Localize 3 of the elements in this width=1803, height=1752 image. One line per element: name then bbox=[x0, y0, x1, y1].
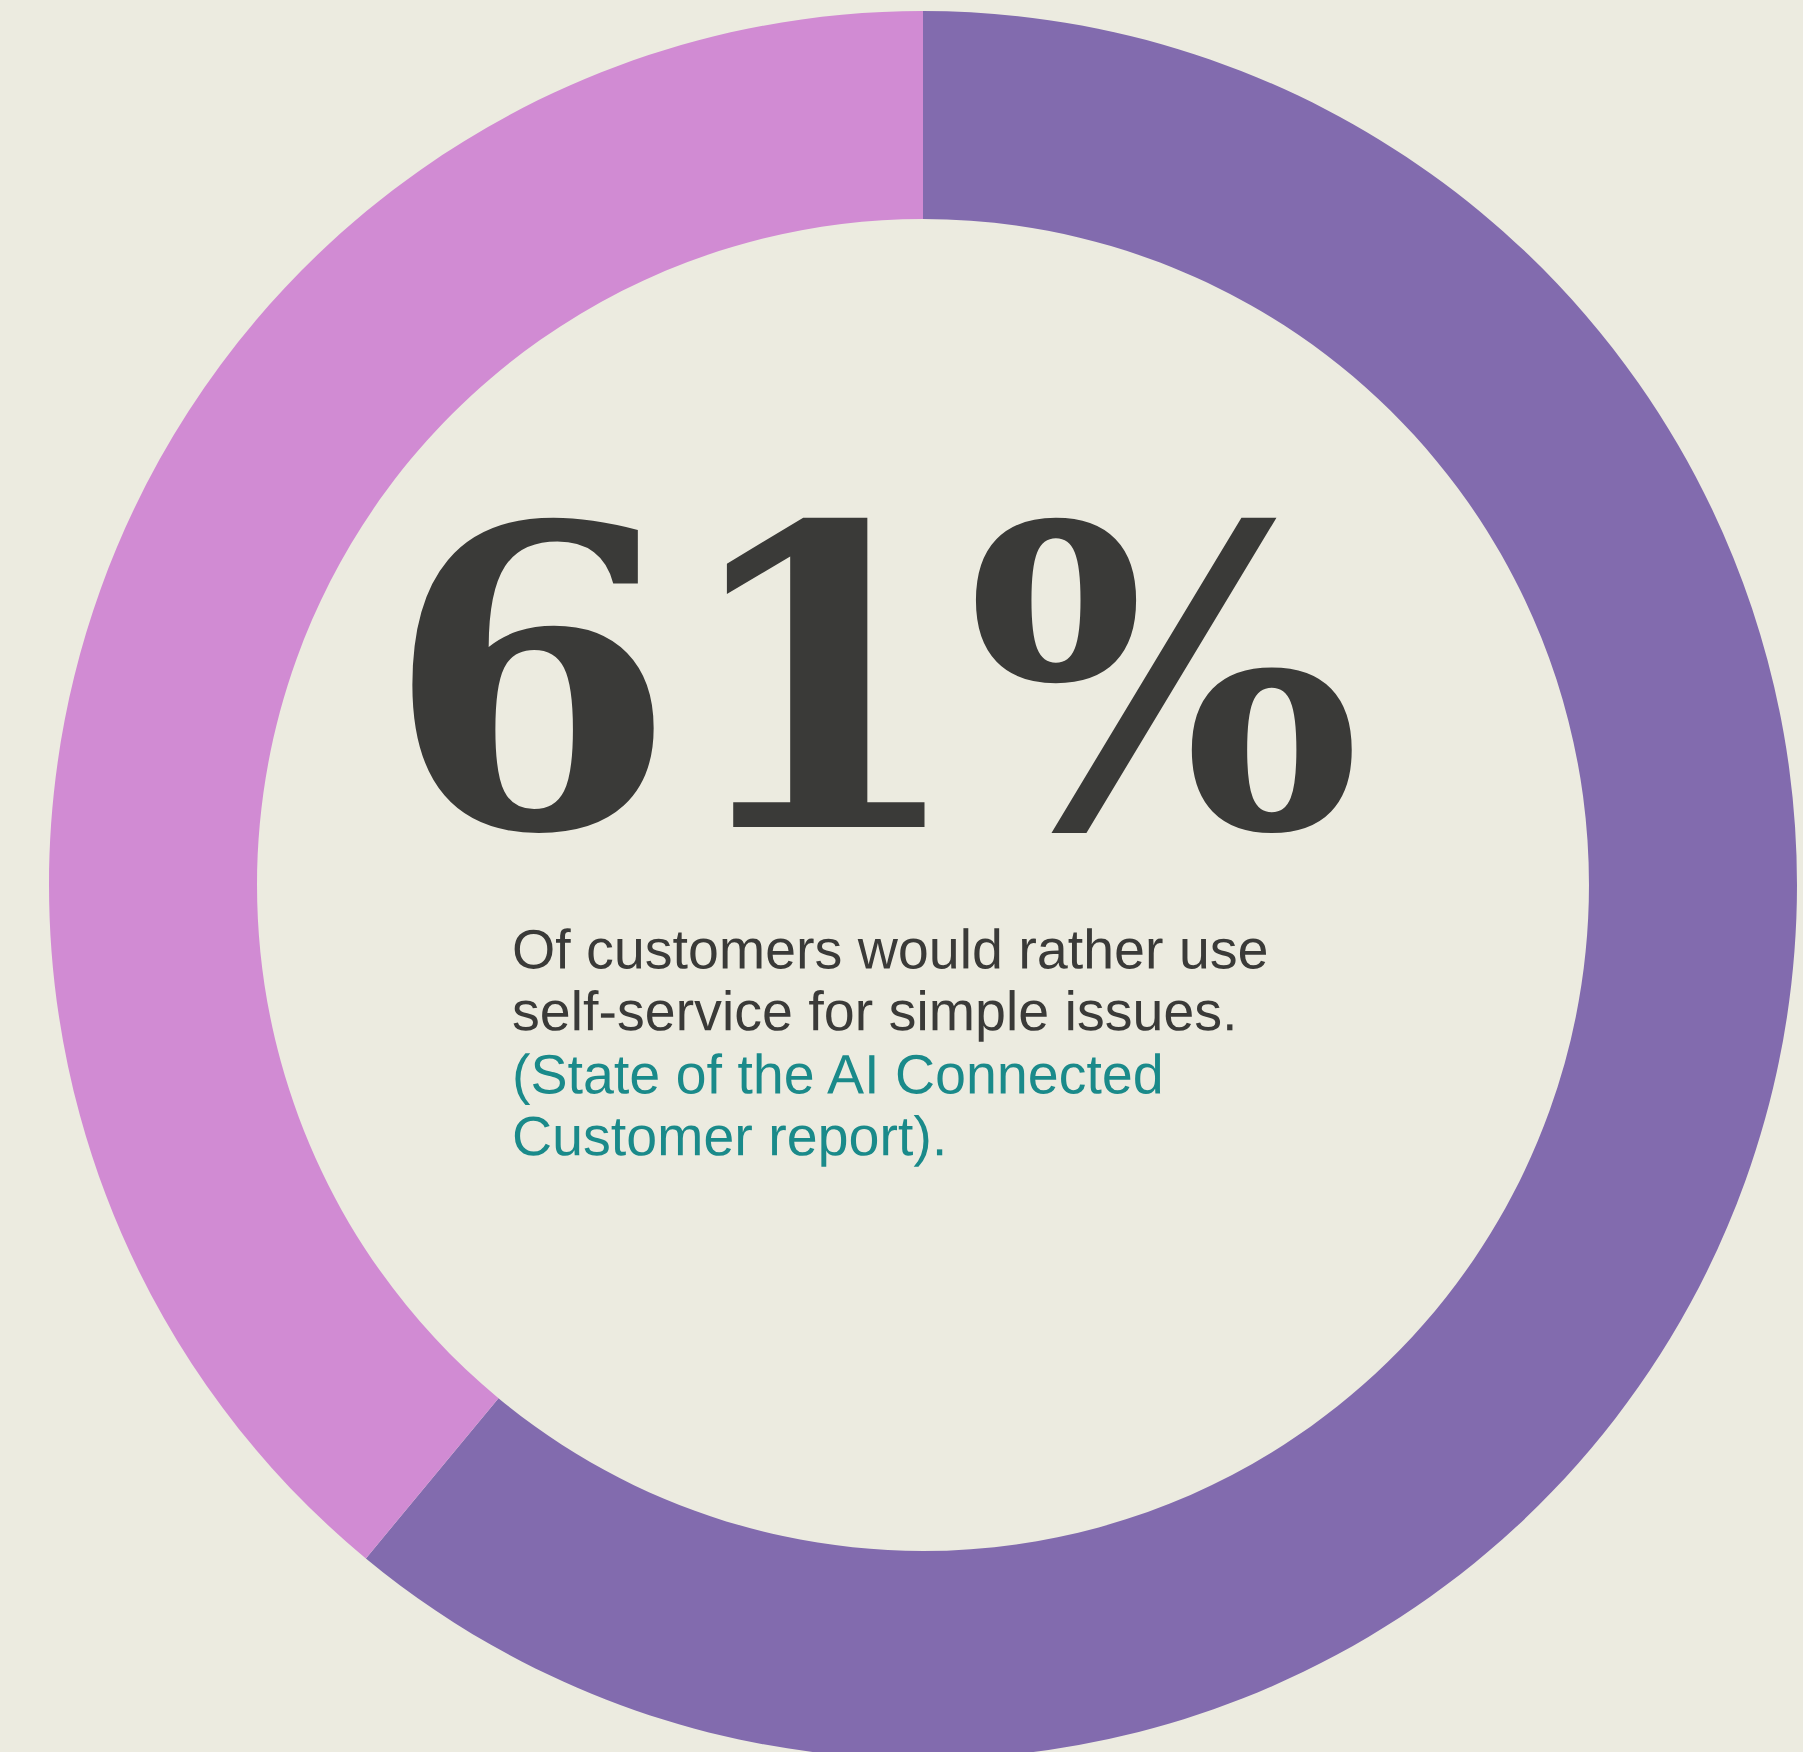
text: Of customers would rather use self-service for simple issues. bbox=[513, 928, 1267, 1042]
text: (State of the AI Connected Customer report). bbox=[514, 1053, 1161, 1167]
data-label: 61% bbox=[412, 517, 1352, 833]
